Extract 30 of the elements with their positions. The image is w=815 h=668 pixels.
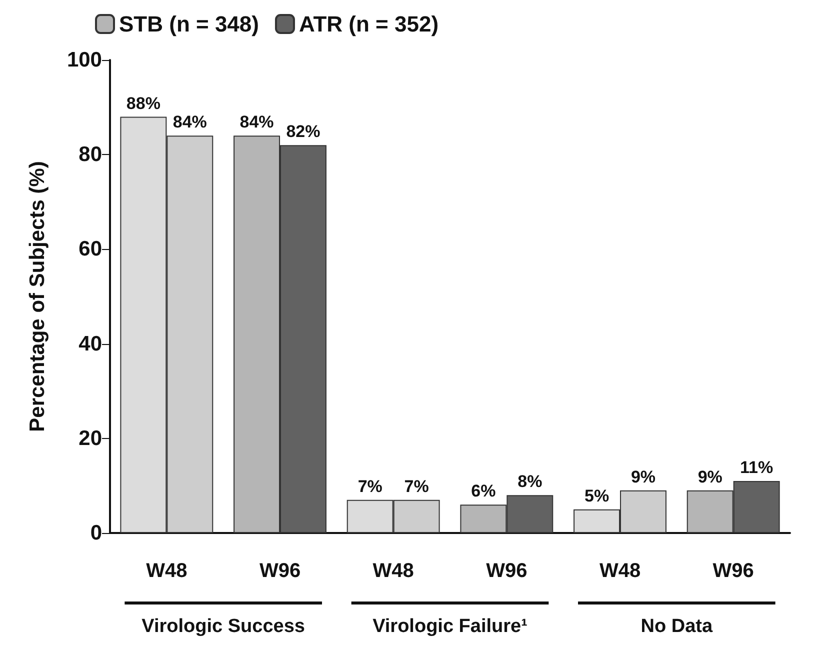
y-tick-label: 20 xyxy=(78,426,102,450)
y-tick-label: 40 xyxy=(78,332,102,356)
data-label: 6% xyxy=(471,482,496,501)
x-tick-label: W48 xyxy=(599,560,641,582)
data-label: 84% xyxy=(240,112,274,132)
y-tick-label: 60 xyxy=(78,238,102,261)
data-label: 7% xyxy=(404,476,429,496)
data-label: 82% xyxy=(286,122,320,142)
text: No Data xyxy=(640,616,713,637)
x-tick-label: W48 xyxy=(146,560,188,582)
y-tick-label: 100 xyxy=(66,48,102,72)
x-tick-label: W96 xyxy=(712,560,754,582)
data-label: 11% xyxy=(740,458,774,477)
data-label: 8% xyxy=(518,472,542,492)
data-label: 88% xyxy=(126,94,160,113)
legend-label: ATR (n = 352) xyxy=(298,12,439,36)
y-axis-title: Percentage of Subjects (%) xyxy=(26,161,49,432)
legend-label: STB (n = 348) xyxy=(119,12,259,36)
y-tick-label: 0 xyxy=(90,522,102,544)
text: Virologic Failure¹ xyxy=(372,616,528,637)
data-label: 5% xyxy=(584,486,610,506)
data-label: 7% xyxy=(358,476,382,496)
y-tick-label: 80 xyxy=(78,143,102,166)
x-tick-label: W96 xyxy=(259,560,301,582)
data-label: 9% xyxy=(698,467,722,486)
text: Virologic Success xyxy=(142,616,306,637)
x-tick-label: W96 xyxy=(486,560,528,582)
data-label: 84% xyxy=(172,112,207,132)
x-tick-label: W48 xyxy=(372,560,414,582)
data-label: 9% xyxy=(630,467,656,486)
